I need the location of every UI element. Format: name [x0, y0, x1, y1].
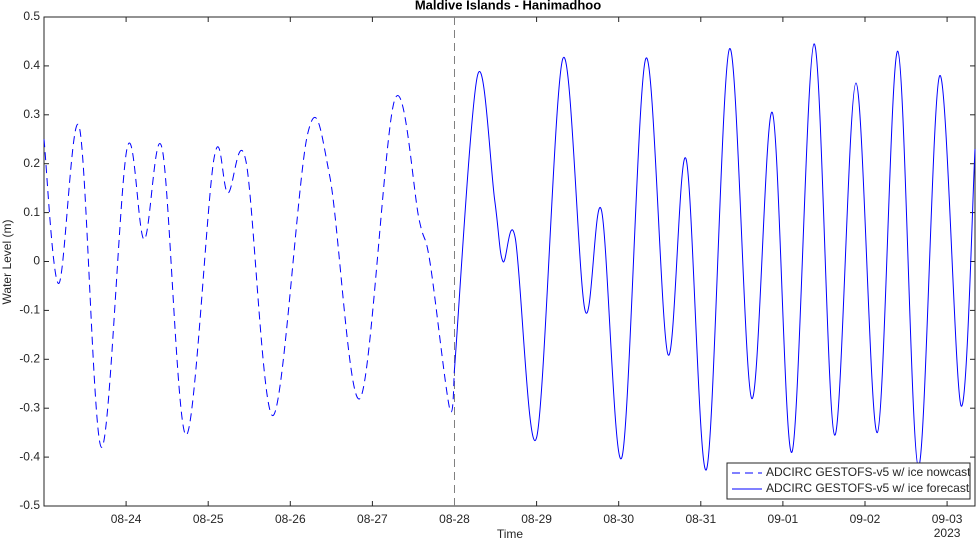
x-tick-label: 08-30 — [603, 512, 634, 526]
y-tick-label: -0.3 — [19, 400, 40, 414]
legend-label: ADCIRC GESTOFS-v5 w/ ice forecast — [766, 481, 970, 495]
y-tick-label: -0.2 — [19, 351, 40, 365]
x-tick-label: 08-31 — [685, 512, 716, 526]
x-tick-label: 08-29 — [521, 512, 552, 526]
y-axis-label: Water Level (m) — [0, 220, 14, 305]
x-tick-label: 09-01 — [768, 512, 799, 526]
y-tick-label: -0.4 — [19, 449, 40, 463]
chart-title: Maldive Islands - Hanimadhoo — [415, 0, 601, 12]
x-year-label: 2023 — [934, 526, 961, 540]
data-line — [453, 43, 976, 471]
x-tick-label: 08-24 — [111, 512, 142, 526]
legend-box — [726, 462, 971, 500]
x-tick-label: 09-03 — [932, 512, 963, 526]
y-tick-label: 0.4 — [23, 58, 40, 72]
y-tick-label: 0.1 — [23, 205, 40, 219]
y-tick-label: -0.1 — [19, 303, 40, 317]
y-tick-label: 0.5 — [23, 9, 40, 23]
data-line — [43, 95, 455, 448]
legend-label: ADCIRC GESTOFS-v5 w/ ice nowcast — [766, 465, 971, 479]
x-tick-label: 08-28 — [439, 512, 470, 526]
y-tick-label: 0.2 — [23, 156, 40, 170]
y-tick-label: 0 — [33, 254, 40, 268]
y-tick-label: 0.3 — [23, 107, 40, 121]
plot-area — [43, 16, 976, 507]
x-tick-label: 08-25 — [193, 512, 224, 526]
x-tick-label: 09-02 — [850, 512, 881, 526]
x-tick-label: 08-27 — [357, 512, 388, 526]
x-axis-label: Time — [497, 527, 524, 541]
x-tick-label: 08-26 — [275, 512, 306, 526]
y-tick-label: -0.5 — [19, 498, 40, 512]
